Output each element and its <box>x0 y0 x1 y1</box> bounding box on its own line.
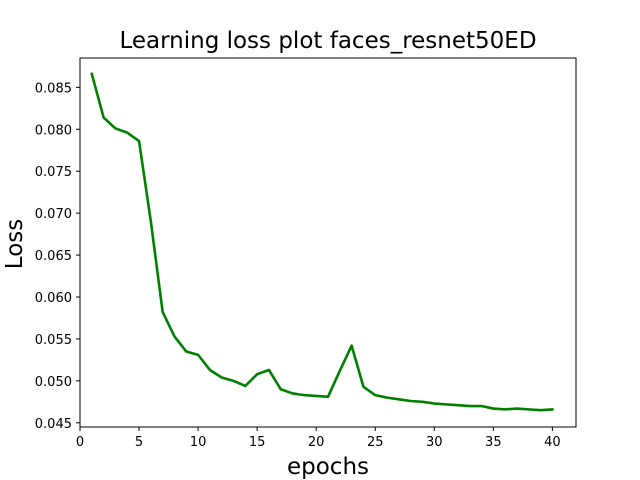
y-tick-label: 0.075 <box>35 165 72 180</box>
chart-title: Learning loss plot faces_resnet50ED <box>119 28 536 54</box>
x-tick-label: 25 <box>367 435 384 450</box>
x-axis-label: epochs <box>287 454 369 480</box>
plot-area: 0 5 10 15 20 25 30 35 40 0.045 0.050 0.055 0.060 0.06… <box>35 57 577 450</box>
x-tick-label: 30 <box>426 435 443 450</box>
x-tick-label: 0 <box>76 435 84 450</box>
y-tick-label: 0.050 <box>35 375 72 390</box>
loss-series-line <box>90 72 554 412</box>
y-tick-label: 0.065 <box>35 249 72 264</box>
y-tick-label: 0.055 <box>35 333 72 348</box>
x-tick-label: 40 <box>544 435 561 450</box>
x-tick-label: 35 <box>485 435 502 450</box>
y-tick-label: 0.045 <box>35 417 72 432</box>
x-tick-label: 10 <box>190 435 207 450</box>
x-tick-label: 5 <box>135 435 143 450</box>
plot-frame <box>79 57 577 428</box>
x-tick-label: 15 <box>249 435 266 450</box>
y-tick-label: 0.070 <box>35 207 72 222</box>
x-tick-label: 20 <box>308 435 325 450</box>
y-axis-label: Loss <box>2 219 28 269</box>
y-tick-label: 0.080 <box>35 123 72 138</box>
y-tick-label: 0.060 <box>35 291 72 306</box>
y-tick-label: 0.085 <box>35 81 72 96</box>
